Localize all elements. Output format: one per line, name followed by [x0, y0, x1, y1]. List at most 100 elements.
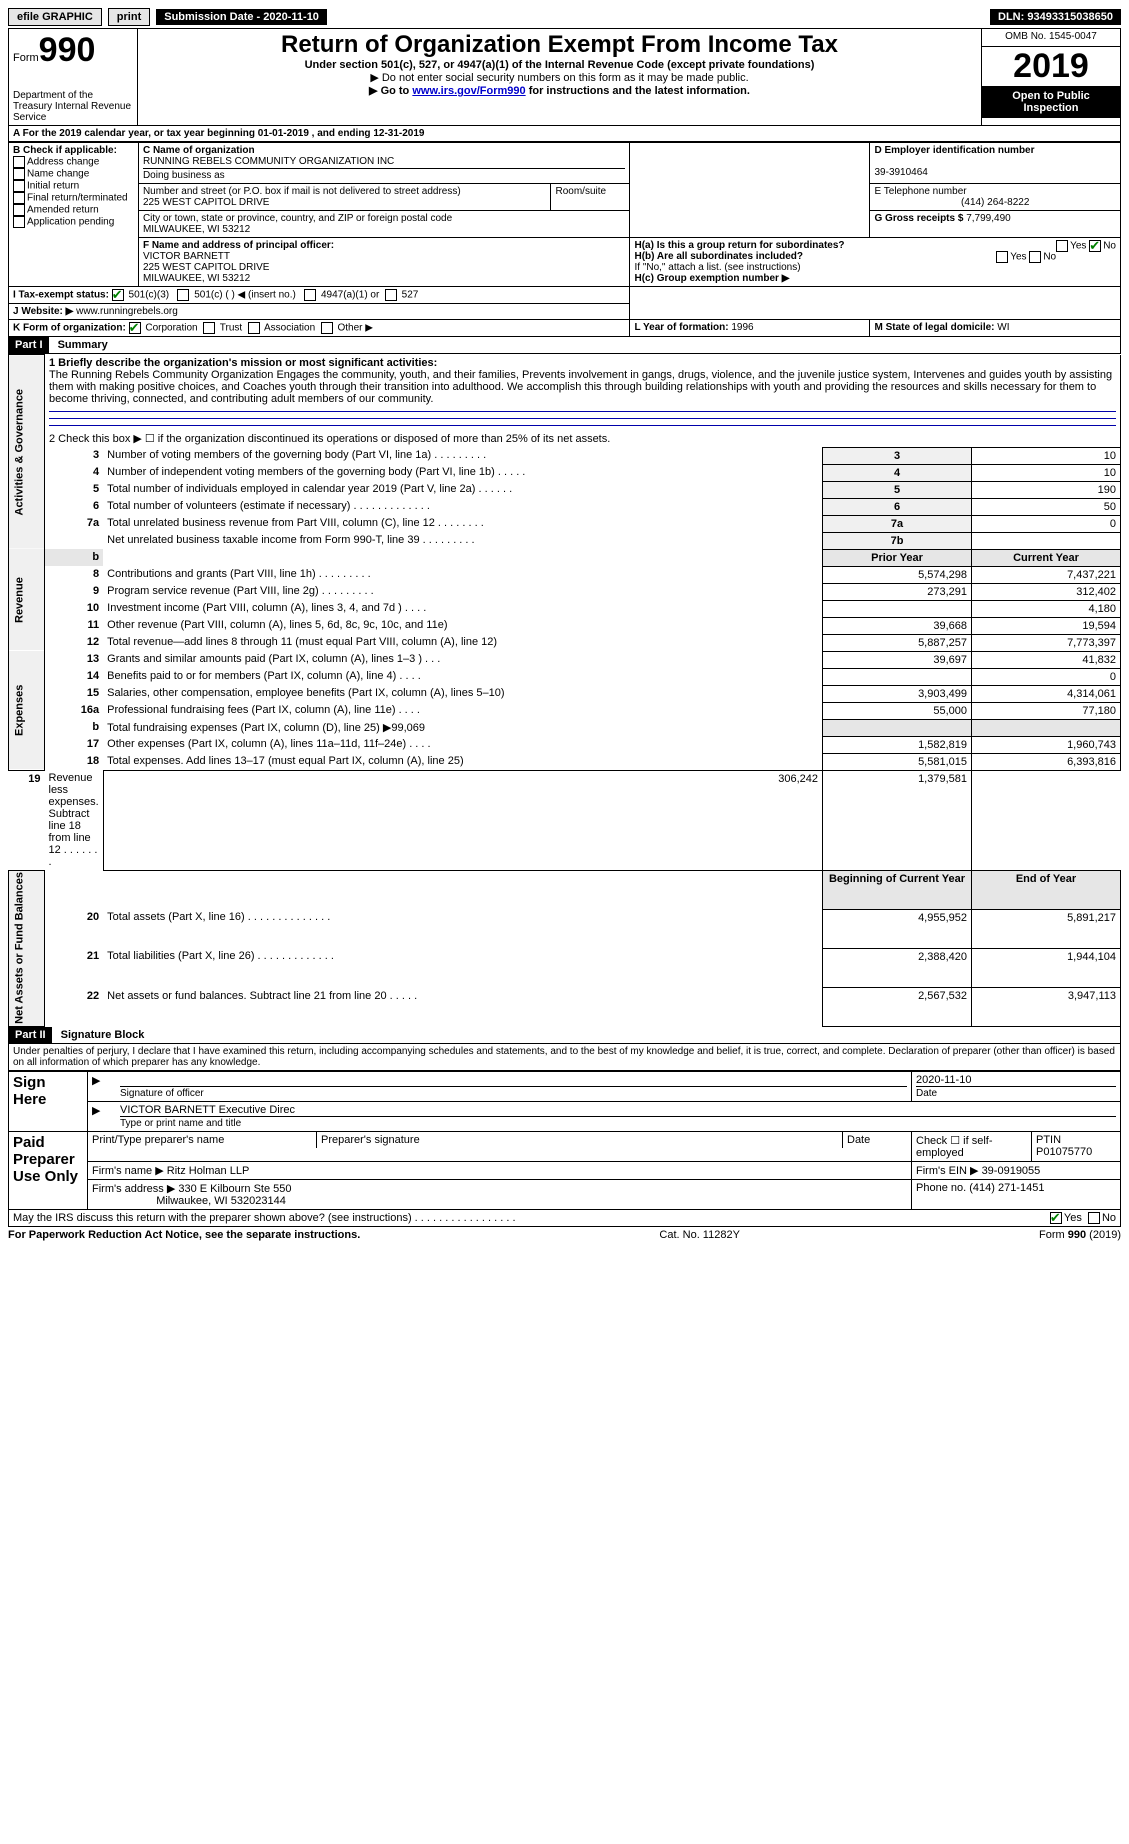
q2-label: 2 Check this box ▶ ☐ if the organization…: [49, 432, 1116, 445]
officer-printed-name: VICTOR BARNETT Executive Direc: [120, 1104, 1116, 1116]
ptin-value: P01075770: [1036, 1146, 1092, 1158]
hb-yes[interactable]: [996, 251, 1008, 263]
discuss-question: May the IRS discuss this return with the…: [13, 1212, 516, 1224]
tax-year: 2019: [982, 47, 1120, 86]
section-f-label: F Name and address of principal officer:: [143, 240, 334, 251]
part1-header: Part I: [9, 337, 49, 353]
irs-link[interactable]: www.irs.gov/Form990: [412, 85, 525, 97]
dln-label: DLN: 93493315038650: [990, 9, 1121, 25]
section-e-label: E Telephone number: [874, 186, 966, 197]
part2-header: Part II: [9, 1027, 52, 1043]
section-m-label: M State of legal domicile:: [874, 322, 994, 333]
form-label: Form: [13, 52, 39, 64]
officer-name: VICTOR BARNETT: [143, 251, 230, 262]
phone-label: Phone no.: [916, 1182, 966, 1194]
discuss-yes[interactable]: [1050, 1212, 1062, 1224]
chk-corp[interactable]: [129, 322, 141, 334]
col-boy: Beginning of Current Year: [823, 870, 972, 909]
firm-addr1: 330 E Kilbourn Ste 550: [178, 1183, 291, 1195]
section-ha: H(a) Is this a group return for subordin…: [634, 240, 844, 251]
col-prior: Prior Year: [823, 549, 972, 566]
section-j-label: J Website: ▶: [13, 306, 73, 317]
date-label: Date: [916, 1086, 1116, 1099]
open-inspection: Open to Public Inspection: [982, 86, 1120, 118]
print-button[interactable]: print: [108, 8, 150, 26]
gross-receipts-value: 7,799,490: [966, 213, 1011, 224]
section-hc: H(c) Group exemption number ▶: [634, 273, 1116, 284]
ha-yes[interactable]: [1056, 240, 1068, 252]
form-header: Form990 Department of the Treasury Inter…: [8, 28, 1121, 126]
signature-table: Sign Here ▶ Signature of officer 2020-11…: [8, 1071, 1121, 1227]
telephone-value: (414) 264-8222: [874, 197, 1116, 208]
identity-block: B Check if applicable: Address change Na…: [8, 142, 1121, 337]
vlabel-netassets: Net Assets or Fund Balances: [9, 870, 45, 1027]
prep-date-label: Date: [843, 1132, 912, 1148]
top-toolbar: efile GRAPHIC print Submission Date - 20…: [8, 8, 1121, 26]
section-l-label: L Year of formation:: [634, 322, 728, 333]
efile-button[interactable]: efile GRAPHIC: [8, 8, 102, 26]
chk-501c3[interactable]: [112, 289, 124, 301]
chk-final-return[interactable]: Final return/terminated: [13, 192, 134, 204]
part1-title: Summary: [52, 337, 114, 353]
room-suite-label: Room/suite: [551, 184, 630, 210]
chk-other[interactable]: [321, 322, 333, 334]
chk-527[interactable]: [385, 289, 397, 301]
prep-sig-label: Preparer's signature: [317, 1132, 843, 1148]
org-name: RUNNING REBELS COMMUNITY ORGANIZATION IN…: [143, 156, 394, 167]
form-number: 990: [39, 31, 96, 69]
hb-no[interactable]: [1029, 251, 1041, 263]
chk-4947[interactable]: [304, 289, 316, 301]
city-value: MILWAUKEE, WI 53212: [143, 224, 250, 235]
chk-amended-return[interactable]: Amended return: [13, 204, 134, 216]
ha-no[interactable]: [1089, 240, 1101, 252]
discuss-no[interactable]: [1088, 1212, 1100, 1224]
firm-name-value: Ritz Holman LLP: [167, 1165, 250, 1177]
state-domicile: WI: [997, 322, 1009, 333]
chk-trust[interactable]: [203, 322, 215, 334]
submission-date: Submission Date - 2020-11-10: [156, 9, 327, 25]
section-d-label: D Employer identification number: [874, 145, 1034, 156]
footer-right: Form 990 (2019): [1039, 1229, 1121, 1241]
page-footer: For Paperwork Reduction Act Notice, see …: [8, 1229, 1121, 1241]
sig-date-value: 2020-11-10: [916, 1074, 1116, 1086]
section-i-label: I Tax-exempt status:: [13, 290, 109, 301]
chk-501c[interactable]: [177, 289, 189, 301]
paid-preparer-label: Paid Preparer Use Only: [9, 1132, 88, 1210]
col-eoy: End of Year: [972, 870, 1121, 909]
col-current: Current Year: [972, 549, 1121, 566]
perjury-declaration: Under penalties of perjury, I declare th…: [8, 1044, 1121, 1071]
chk-initial-return[interactable]: Initial return: [13, 180, 134, 192]
form-note1: ▶ Do not enter social security numbers o…: [142, 71, 977, 84]
chk-application-pending[interactable]: Application pending: [13, 216, 134, 228]
street-address: 225 WEST CAPITOL DRIVE: [143, 197, 270, 208]
type-print-label: Type or print name and title: [120, 1116, 1116, 1129]
officer-addr1: 225 WEST CAPITOL DRIVE: [143, 262, 270, 273]
vlabel-activities: Activities & Governance: [9, 355, 45, 550]
section-hb: H(b) Are all subordinates included?: [634, 251, 803, 262]
vlabel-revenue: Revenue: [9, 549, 45, 651]
omb-label: OMB No. 1545-0047: [982, 29, 1121, 47]
year-formation: 1996: [731, 322, 753, 333]
firm-name-label: Firm's name ▶: [92, 1165, 164, 1177]
chk-address-change[interactable]: Address change: [13, 156, 134, 168]
vlabel-expenses: Expenses: [9, 651, 45, 770]
prep-name-label: Print/Type preparer's name: [88, 1132, 317, 1148]
footer-left: For Paperwork Reduction Act Notice, see …: [8, 1229, 360, 1241]
chk-name-change[interactable]: Name change: [13, 168, 134, 180]
firm-addr-label: Firm's address ▶: [92, 1183, 175, 1195]
city-label: City or town, state or province, country…: [143, 213, 452, 224]
section-g-label: G Gross receipts $: [874, 213, 963, 224]
firm-ein-label: Firm's EIN ▶: [916, 1165, 979, 1177]
section-k-label: K Form of organization:: [13, 323, 126, 334]
footer-mid: Cat. No. 11282Y: [659, 1229, 740, 1241]
form-note2: ▶ Go to www.irs.gov/Form990 for instruct…: [142, 84, 977, 97]
chk-assoc[interactable]: [248, 322, 260, 334]
part1-table: Activities & Governance 1 Briefly descri…: [8, 354, 1121, 1027]
line-a: A For the 2019 calendar year, or tax yea…: [8, 126, 1121, 142]
ein-value: 39-3910464: [874, 167, 927, 178]
website-value: www.runningrebels.org: [76, 306, 178, 317]
check-self-employed[interactable]: Check ☐ if self-employed: [912, 1132, 1032, 1161]
q1-label: 1 Briefly describe the organization's mi…: [49, 357, 1116, 369]
phone-value: (414) 271-1451: [969, 1182, 1044, 1194]
dba-label: Doing business as: [143, 170, 225, 181]
